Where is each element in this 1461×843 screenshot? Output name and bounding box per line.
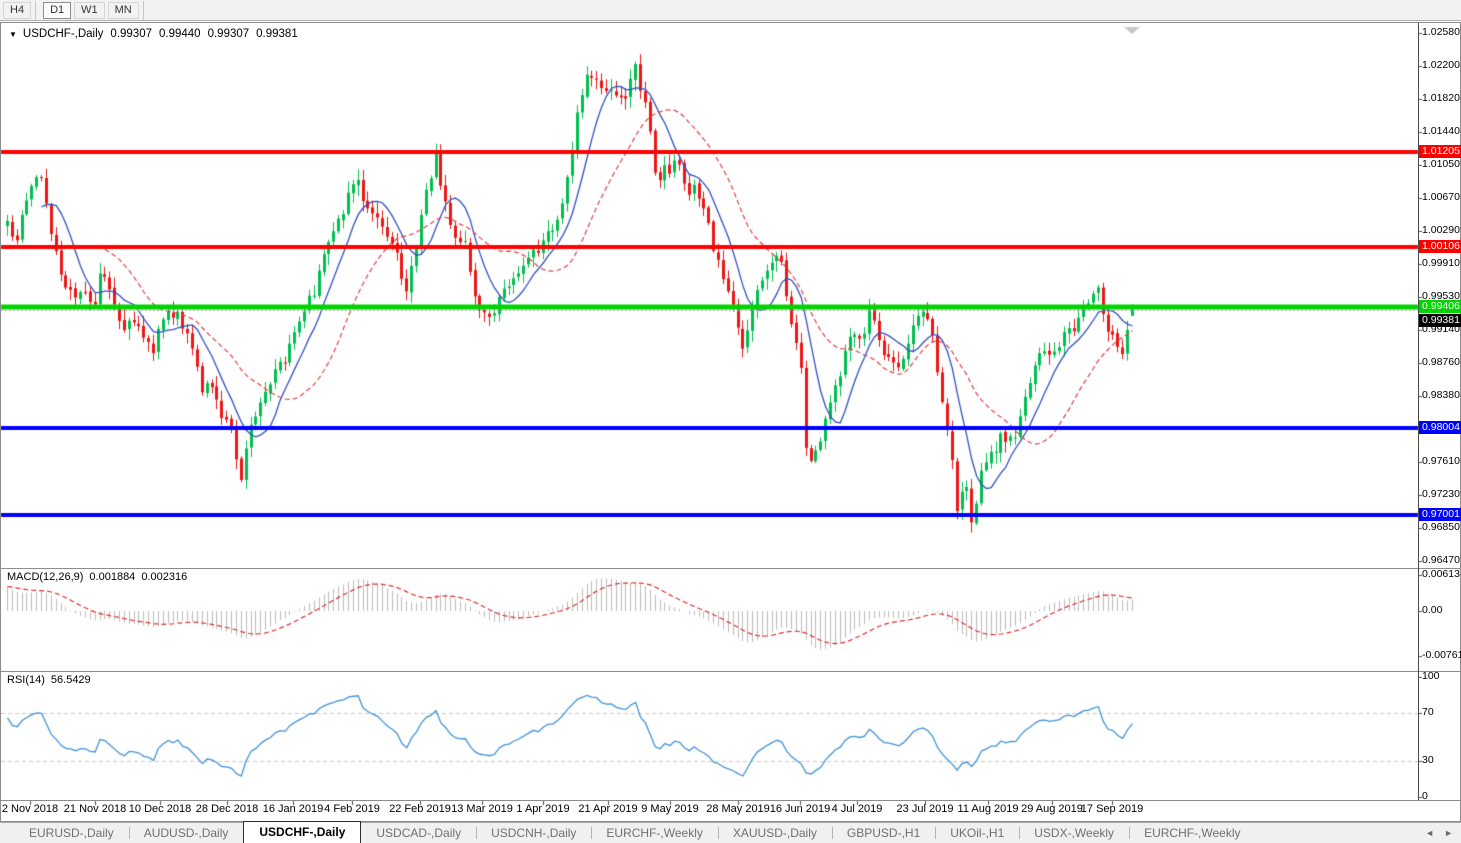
- date-label: 2 Nov 2018: [1, 803, 59, 815]
- price-tick-label: 1.01440: [1422, 124, 1460, 137]
- tab-eurchf-weekly-2[interactable]: EURCHF-,Weekly: [1129, 823, 1255, 843]
- date-label: 16 Jan 2019: [262, 803, 324, 815]
- tab-eurchf-weekly[interactable]: EURCHF-,Weekly: [591, 823, 717, 843]
- tab-gbpusd-h1[interactable]: GBPUSD-,H1: [831, 823, 935, 843]
- price-tick-label: 0.96850: [1422, 521, 1460, 534]
- timeframe-w1-button[interactable]: W1: [74, 1, 105, 19]
- date-label: 4 Feb 2019: [324, 803, 380, 815]
- tab-scroll-right-icon[interactable]: ►: [1444, 828, 1453, 838]
- rsi-value: 56.5429: [50, 674, 91, 686]
- date-label: 16 Jun 2019: [769, 803, 831, 815]
- tab-usdchf-daily[interactable]: USDCHF-,Daily: [243, 821, 362, 843]
- tab-eurusd-daily[interactable]: EURUSD-,Daily: [29, 826, 114, 840]
- tab-usdcnh-daily[interactable]: USDCNH-,Daily: [476, 823, 591, 843]
- macd-tick-label: 0.00613: [1422, 568, 1460, 580]
- chart-symbol-label: USDCHF-,Daily: [22, 28, 104, 40]
- rsi-tick-label: 30: [1422, 754, 1434, 766]
- rsi-tick-label: 100: [1422, 670, 1440, 682]
- chart-tab-bar: EURUSD-,Daily AUDUSD-,Daily USDCHF-,Dail…: [0, 821, 1461, 843]
- date-label: 28 May 2019: [706, 803, 770, 815]
- price-level-label: 0.99406: [1419, 300, 1461, 314]
- price-tick-label: 0.96470: [1422, 554, 1460, 566]
- ohlc-low: 0.99307: [207, 28, 250, 40]
- tab-ukoil-h1[interactable]: UKOil-,H1: [935, 823, 1019, 843]
- macd-rsi-separator[interactable]: [1, 671, 1460, 672]
- price-tick-label: 1.00670: [1422, 191, 1460, 204]
- date-label: 22 Feb 2019: [389, 803, 451, 815]
- toolbar-separator: [142, 0, 144, 20]
- price-level-label: 0.98004: [1419, 421, 1461, 435]
- macd-indicator-label: MACD(12,26,9) 0.001884 0.002316: [7, 571, 188, 583]
- price-tick-label: 1.02580: [1422, 26, 1460, 38]
- rsi-dateaxis-separator: [1, 800, 1460, 801]
- macd-tick-label: -0.00761: [1422, 649, 1461, 661]
- chart-title: ▼ USDCHF-,Daily 0.99307 0.99440 0.99307 0.993…: [9, 28, 298, 40]
- tab-audusd-daily[interactable]: AUDUSD-,Daily: [128, 823, 244, 843]
- date-label: 13 Mar 2019: [451, 803, 513, 815]
- timeframe-toolbar: H4 D1 W1 MN: [0, 0, 1461, 21]
- timeframe-h4-button[interactable]: H4: [3, 1, 32, 19]
- price-level-label: 1.01205: [1419, 144, 1461, 158]
- tab-xauusd-daily[interactable]: XAUUSD-,Daily: [717, 823, 832, 843]
- price-tick-label: 0.97230: [1422, 488, 1460, 501]
- toolbar-separator: [35, 0, 37, 20]
- current-price-label: 0.99381: [1419, 314, 1461, 328]
- date-label: 23 Jul 2019: [896, 803, 954, 815]
- date-label: 9 May 2019: [641, 803, 699, 815]
- price-tick-label: 1.02200: [1422, 58, 1460, 71]
- date-label: 11 Aug 2019: [957, 803, 1019, 815]
- price-tick-label: 1.01820: [1422, 91, 1460, 104]
- tab-usdx-weekly[interactable]: USDX-,Weekly: [1019, 823, 1129, 843]
- price-tick-label: 1.00290: [1422, 223, 1460, 236]
- date-label: 28 Dec 2018: [195, 803, 259, 815]
- timeframe-d1-button[interactable]: D1: [43, 1, 72, 19]
- macd-tick-label: 0.00: [1422, 604, 1443, 617]
- date-label: 21 Nov 2018: [63, 803, 127, 815]
- date-label: 29 Aug 2019: [1021, 803, 1083, 815]
- price-tick-label: 0.99910: [1422, 256, 1460, 269]
- price-tick-label: 1.01050: [1422, 158, 1460, 171]
- ohlc-high: 0.99440: [159, 28, 201, 40]
- price-tick-label: 0.98760: [1422, 356, 1460, 369]
- price-axis-border: [1418, 23, 1419, 800]
- price-level-label: 0.97001: [1419, 508, 1461, 522]
- date-label: 17 Sep 2019: [1080, 803, 1144, 815]
- macd-signal-value: 0.002316: [141, 571, 188, 583]
- date-label: 21 Apr 2019: [578, 803, 638, 815]
- macd-main-value: 0.001884: [89, 571, 136, 583]
- timeframe-mn-button[interactable]: MN: [107, 1, 139, 19]
- tab-scroll-left-icon[interactable]: ◄: [1425, 828, 1435, 838]
- symbol-dropdown-icon[interactable]: ▼: [9, 30, 17, 39]
- tab-scroll-controls: ◄ ►: [1425, 823, 1461, 843]
- tab-usdcad-daily[interactable]: USDCAD-,Daily: [376, 826, 462, 840]
- price-tick-label: 0.99530: [1422, 289, 1460, 302]
- price-macd-separator[interactable]: [1, 568, 1460, 569]
- date-label: 4 Jul 2019: [831, 803, 883, 815]
- price-level-label: 1.00106: [1419, 239, 1461, 253]
- ohlc-close: 0.99381: [256, 28, 298, 40]
- rsi-tick-label: 0: [1422, 790, 1428, 802]
- rsi-tick-label: 70: [1422, 706, 1434, 718]
- rsi-indicator-label: RSI(14) 56.5429: [7, 674, 91, 686]
- ohlc-open: 0.99307: [110, 28, 152, 40]
- date-label: 10 Dec 2018: [128, 803, 192, 815]
- date-label: 1 Apr 2019: [516, 803, 570, 815]
- price-tick-label: 0.97610: [1422, 455, 1460, 468]
- price-tick-label: 0.98380: [1422, 388, 1460, 401]
